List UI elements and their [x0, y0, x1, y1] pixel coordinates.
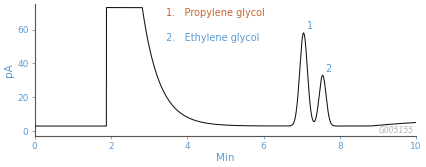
X-axis label: Min: Min — [216, 153, 235, 163]
Text: 2.   Ethylene glycol: 2. Ethylene glycol — [166, 33, 260, 43]
Text: 1.   Propylene glycol: 1. Propylene glycol — [166, 8, 265, 18]
Text: G005155: G005155 — [379, 126, 414, 135]
Text: 2: 2 — [326, 64, 332, 74]
Y-axis label: pA: pA — [4, 63, 14, 77]
Text: 1: 1 — [307, 21, 313, 31]
